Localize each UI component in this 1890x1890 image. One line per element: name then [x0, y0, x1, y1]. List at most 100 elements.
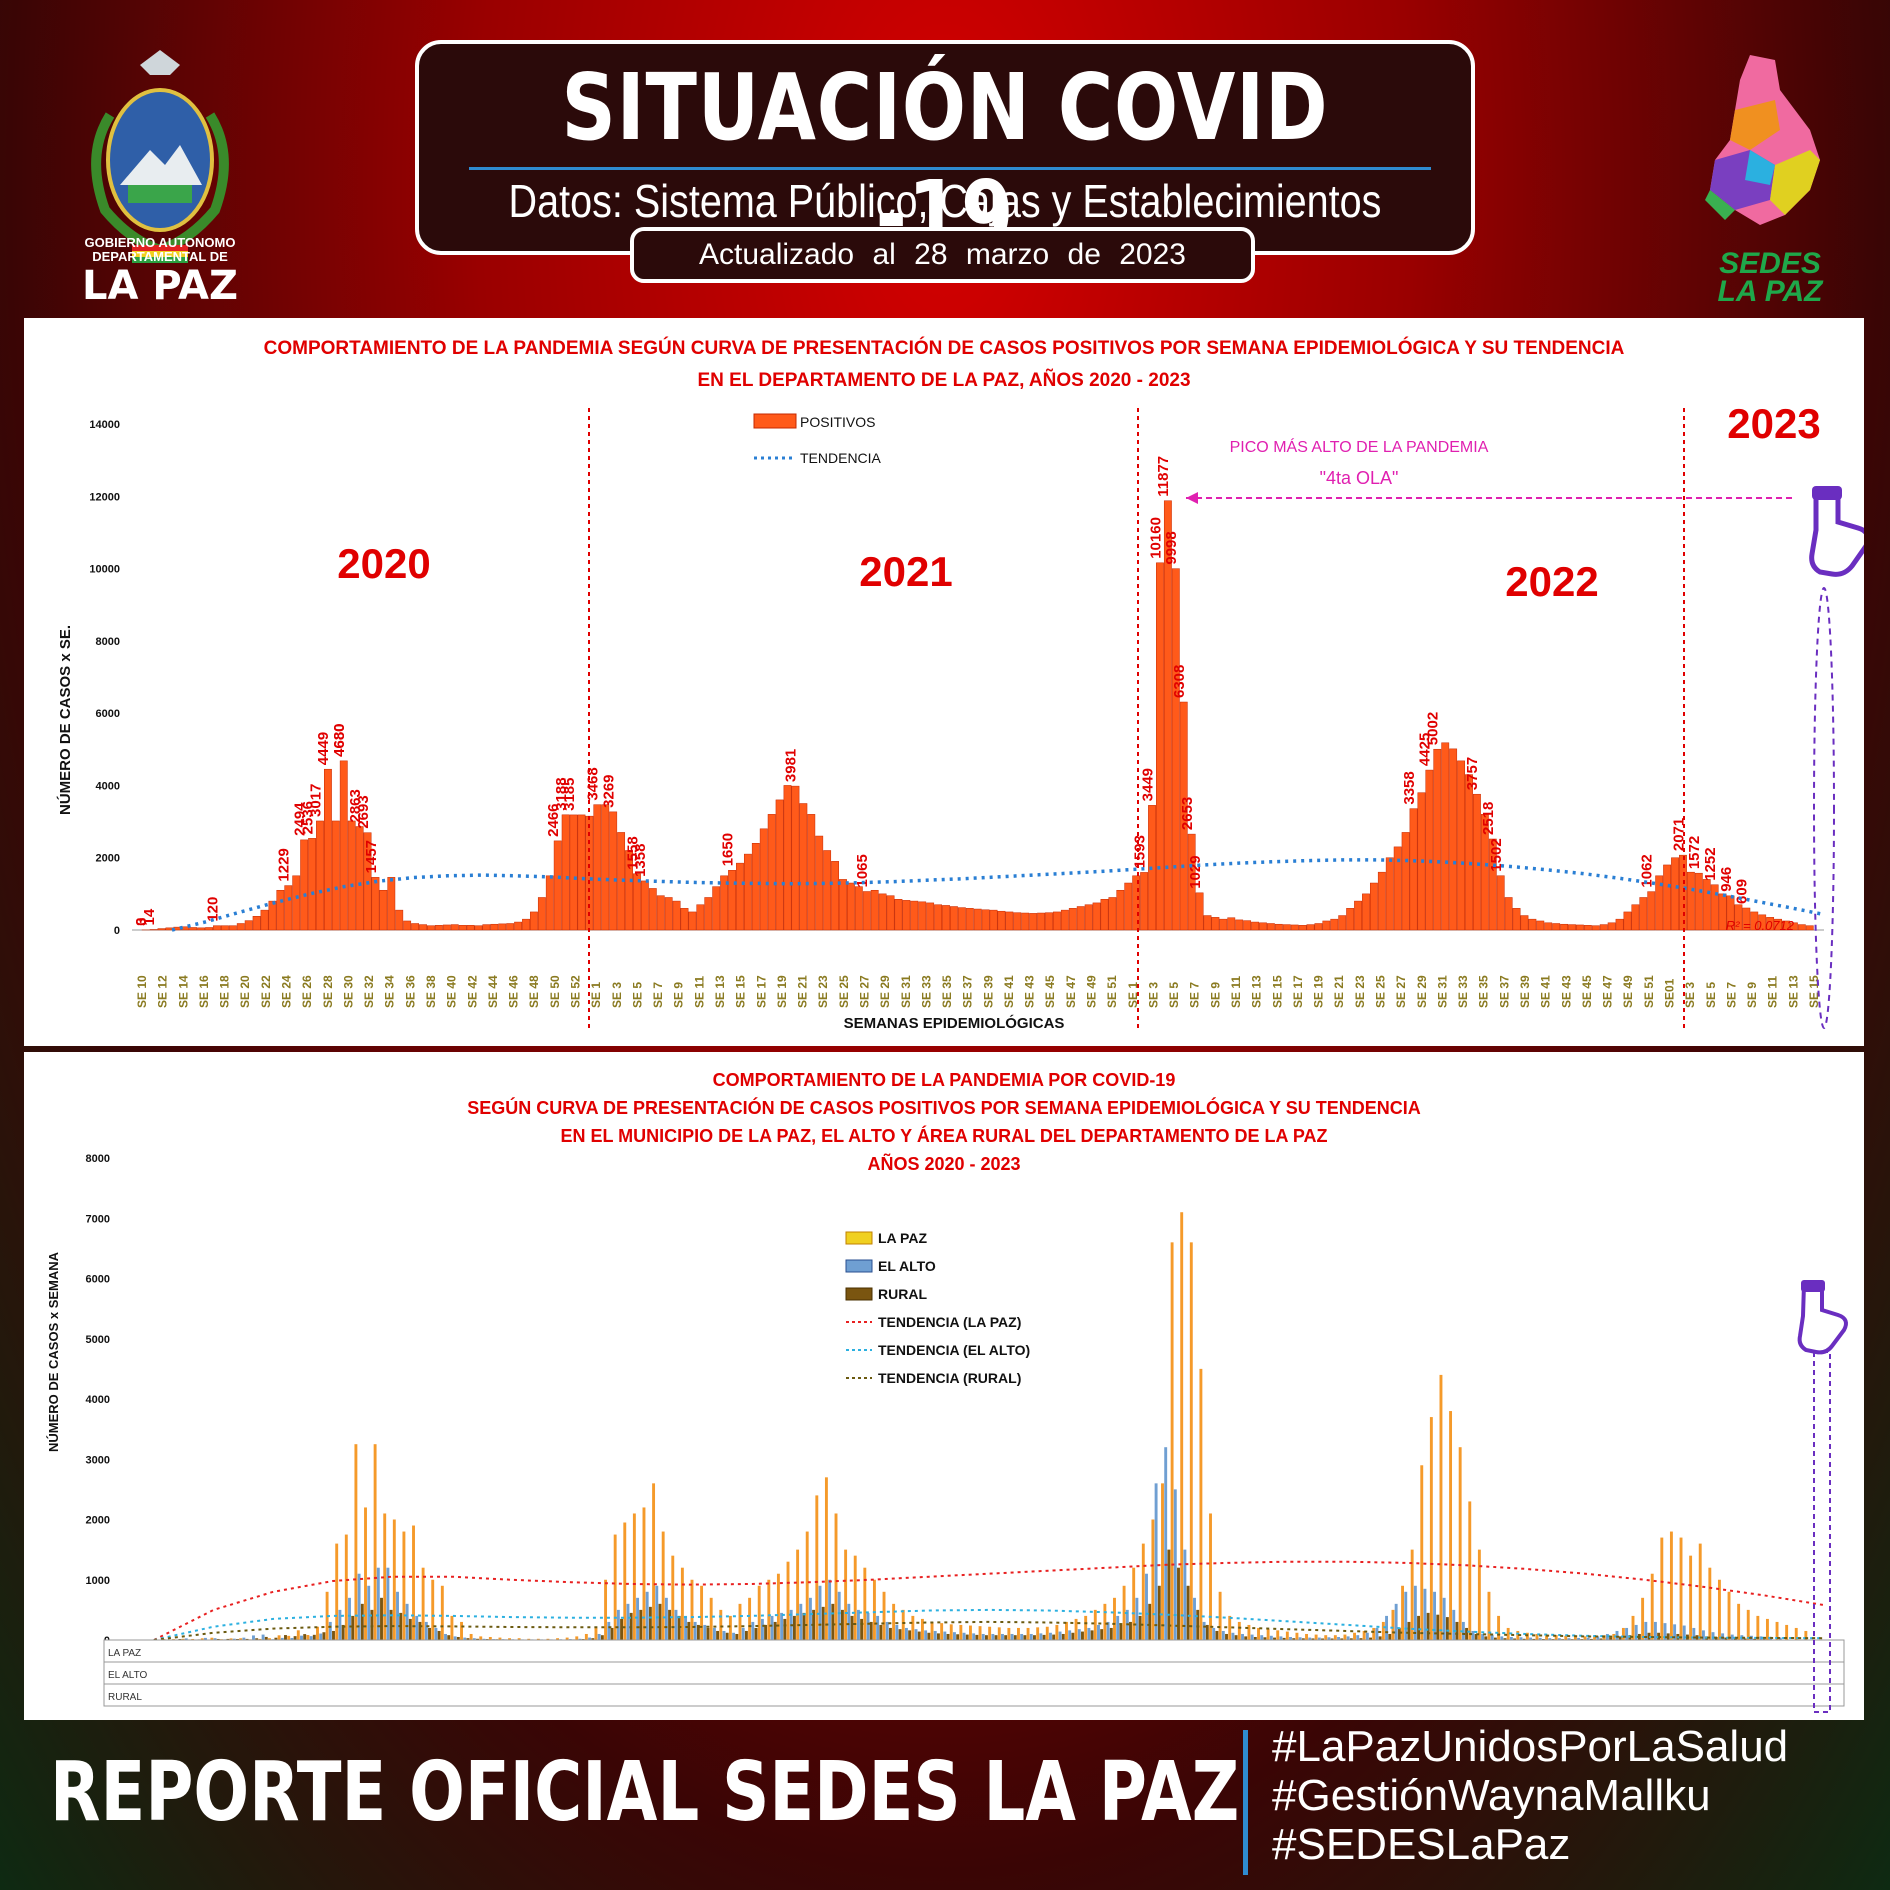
- chart1-x-tick-label: SE 45: [1043, 975, 1057, 1008]
- chart2-bar-rural: [1157, 1585, 1161, 1640]
- chart1-bar: [839, 879, 847, 931]
- chart2-bar-rural: [898, 1629, 902, 1640]
- chart2-bar-lapaz: [1458, 1447, 1462, 1640]
- chart2-trend-elalto: [153, 1608, 1825, 1641]
- chart2-bar-rural: [1695, 1635, 1699, 1640]
- chart1-x-tick-label: SE 11: [1766, 976, 1780, 1008]
- chart2-bar-rural: [418, 1621, 422, 1640]
- chart1-data-label: 3358: [1401, 771, 1418, 804]
- chart2-bar-rural: [706, 1627, 710, 1640]
- chart2-bar-lapaz: [680, 1567, 684, 1640]
- chart1-x-tick-label: SE 13: [713, 975, 727, 1008]
- chart2-bar-rural: [1455, 1621, 1459, 1640]
- chart1-y-tick-label: 10000: [89, 564, 120, 576]
- chart1-data-label: 2653: [1179, 797, 1196, 830]
- chart2-bar-elalto: [1519, 1637, 1523, 1640]
- condor-icon: [140, 50, 180, 75]
- chart2-bar-lapaz: [1669, 1531, 1673, 1640]
- chart1-x-tick-label: SE 5: [1704, 982, 1718, 1008]
- chart2-bar-rural: [1292, 1638, 1296, 1640]
- chart1-bar: [1156, 562, 1164, 931]
- chart2-bar-lapaz: [1621, 1627, 1625, 1640]
- chart2-bar-rural: [216, 1638, 220, 1640]
- chart2-y-tick-label: 7000: [86, 1213, 110, 1225]
- chart2-bar-lapaz: [258, 1638, 262, 1640]
- chart1-bar: [1702, 879, 1711, 931]
- chart1-bar: [1282, 924, 1291, 931]
- hashtag-list: #LaPazUnidosPorLaSalud #GestiónWaynaMall…: [1272, 1722, 1788, 1869]
- chart2-y-tick-label: 3000: [86, 1454, 110, 1466]
- chart1-data-label: 2863: [347, 789, 364, 822]
- chart2-bar-lapaz: [306, 1634, 310, 1640]
- chart2-bar-lapaz: [1045, 1626, 1049, 1640]
- chart2-bar-lapaz: [1650, 1573, 1654, 1640]
- chart1-bar: [1259, 922, 1267, 931]
- sedes-map-logo: [1705, 55, 1820, 225]
- chart2-bar-elalto: [578, 1638, 582, 1640]
- chart1-bar: [1504, 897, 1513, 931]
- chart2-bar-rural: [600, 1635, 604, 1640]
- chart2-bar-rural: [245, 1638, 249, 1640]
- chart2-bar-lapaz: [527, 1638, 531, 1640]
- chart2-bar-rural: [1474, 1633, 1478, 1640]
- chart2-bar-rural: [1532, 1638, 1536, 1640]
- chart1-bar: [403, 920, 412, 931]
- chart2-bar-lapaz: [1074, 1618, 1078, 1640]
- chart2-y-tick-label: 5000: [86, 1334, 110, 1346]
- chart1-trend-line: [171, 858, 1825, 932]
- chart2-bar-lapaz: [402, 1531, 406, 1640]
- legend-label-elalto: EL ALTO: [878, 1258, 936, 1274]
- chart2-bar-lapaz: [1218, 1591, 1222, 1640]
- chart1-bar: [490, 923, 499, 931]
- hashtag-2[interactable]: #GestiónWaynaMallku: [1272, 1771, 1711, 1820]
- chart1-bar: [284, 885, 293, 931]
- chart2-bar-lapaz: [1113, 1597, 1116, 1640]
- chart1-bar: [1623, 911, 1632, 931]
- chart1-bar: [1694, 872, 1703, 931]
- chart1-bar: [775, 799, 784, 931]
- hashtag-1[interactable]: #LaPazUnidosPorLaSalud: [1272, 1722, 1789, 1771]
- chart1-bar: [450, 924, 459, 931]
- chart2-bar-rural: [1724, 1637, 1728, 1640]
- chart1-bar: [189, 927, 198, 931]
- chart2-title-line4: AÑOS 2020 - 2023: [867, 1153, 1020, 1174]
- chart2-bar-elalto: [1106, 1621, 1110, 1640]
- chart2-bar-lapaz: [1362, 1630, 1366, 1640]
- chart2-bar-elalto: [732, 1632, 736, 1640]
- chart2-bar-lapaz: [1525, 1632, 1529, 1640]
- chart2-bar-rural: [792, 1615, 796, 1640]
- chart1-bar: [553, 840, 562, 931]
- chart2-bar-lapaz: [815, 1495, 819, 1640]
- chart1-bar: [197, 927, 206, 931]
- chart1-bar: [1409, 808, 1418, 931]
- chart2-bar-rural: [917, 1631, 921, 1640]
- chart1-bar: [656, 895, 665, 931]
- laurel-wreath-icon: [91, 112, 229, 255]
- chart1-bar: [854, 886, 863, 931]
- chart1-bar: [308, 838, 316, 931]
- chart2-bar-rural: [264, 1636, 268, 1640]
- chart2-bar-elalto: [991, 1633, 995, 1640]
- chart1-bar: [1084, 904, 1093, 931]
- chart2-trend-rural: [153, 1620, 1825, 1641]
- chart1-bar: [965, 908, 974, 931]
- chart1-bar: [324, 768, 332, 931]
- chart2-bar-lapaz: [1141, 1543, 1145, 1640]
- chart1-bar: [300, 839, 309, 931]
- chart2-bar-elalto: [386, 1567, 390, 1640]
- chart2-bar-rural: [1071, 1632, 1075, 1640]
- chart1-bar: [1322, 920, 1331, 931]
- chart1-x-tick-label: SE 52: [568, 975, 582, 1008]
- chart2-bar-elalto: [636, 1597, 640, 1640]
- chart2-bar-elalto: [1778, 1637, 1782, 1640]
- chart1-data-label: 4425: [1417, 733, 1434, 766]
- chart2-bar-rural: [696, 1624, 700, 1640]
- chart1-x-tick-label: SE 9: [1745, 982, 1759, 1008]
- chart2-bar-rural: [1513, 1638, 1517, 1640]
- highlight-current-week-oval: [1813, 587, 1835, 1029]
- chart1-data-label: 3468: [585, 767, 602, 800]
- chart2-bar-lapaz: [661, 1531, 665, 1640]
- chart1-bar: [1805, 925, 1814, 931]
- hashtag-3[interactable]: #SEDESLaPaz: [1272, 1820, 1571, 1869]
- chart2-bar-rural: [1013, 1635, 1017, 1640]
